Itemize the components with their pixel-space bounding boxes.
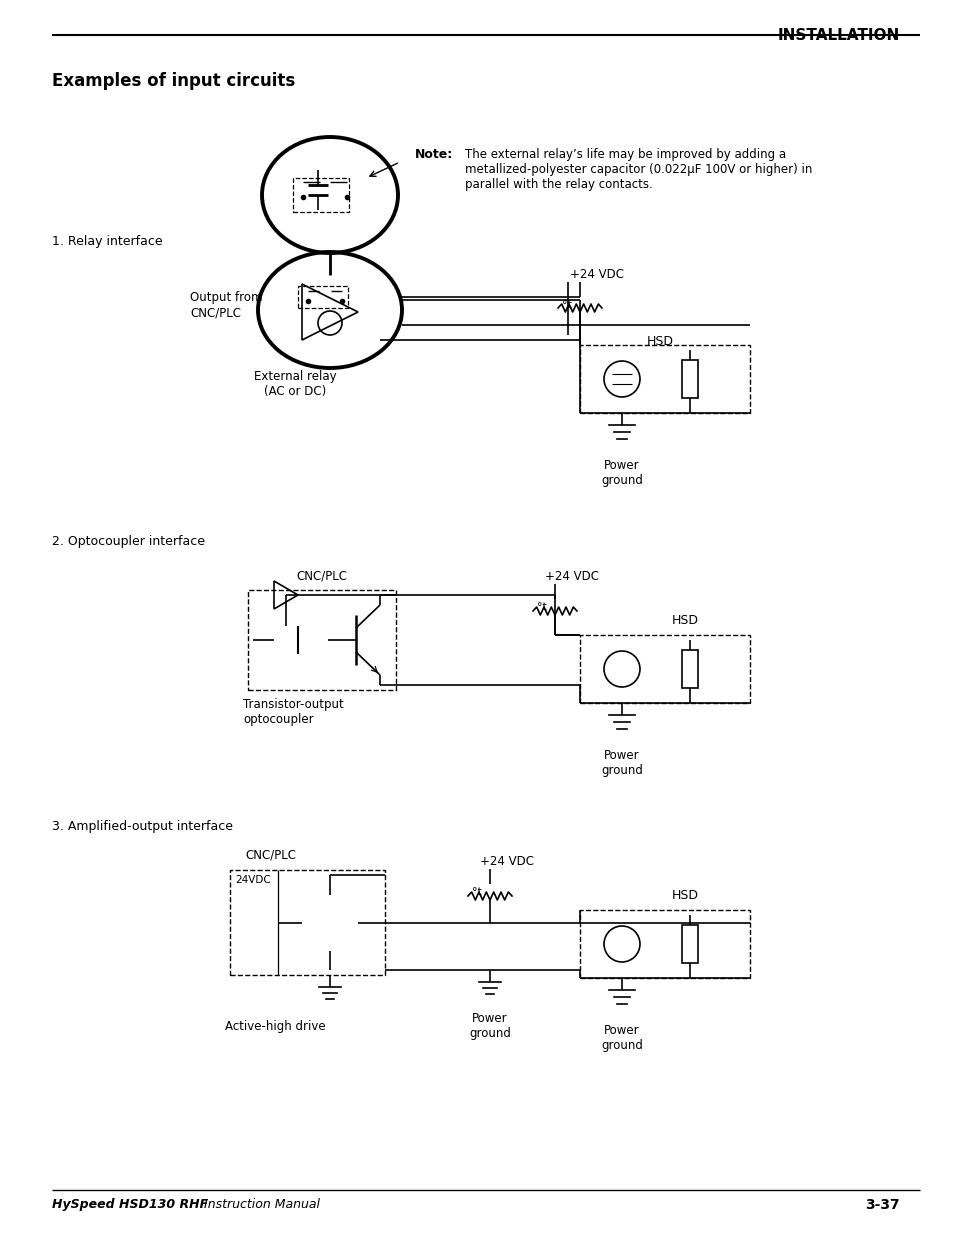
Text: °t: °t [561, 300, 571, 310]
Text: The external relay’s life may be improved by adding a
metallized-polyester capac: The external relay’s life may be improve… [464, 148, 812, 191]
Text: °t: °t [537, 601, 546, 613]
Bar [579, 910, 749, 978]
Text: Output from
CNC/PLC: Output from CNC/PLC [190, 291, 262, 319]
Text: HSD: HSD [671, 889, 698, 902]
Text: Power
ground: Power ground [600, 748, 642, 777]
Text: Power
ground: Power ground [600, 1024, 642, 1052]
Text: Transistor-output
optocoupler: Transistor-output optocoupler [243, 698, 343, 726]
Text: +24 VDC: +24 VDC [544, 571, 598, 583]
Text: 2. Optocoupler interface: 2. Optocoupler interface [52, 535, 205, 548]
Text: °t: °t [472, 887, 481, 897]
Text: 1. Relay interface: 1. Relay interface [52, 235, 162, 248]
Text: HySpeed HSD130 RHF: HySpeed HSD130 RHF [52, 1198, 208, 1212]
Bar [297, 287, 348, 308]
Text: 3-37: 3-37 [864, 1198, 899, 1212]
Text: HSD: HSD [646, 335, 673, 348]
Text: HSD: HSD [671, 614, 698, 627]
Text: Instruction Manual: Instruction Manual [200, 1198, 319, 1212]
Text: 3. Amplified-output interface: 3. Amplified-output interface [52, 820, 233, 832]
Bar [248, 590, 395, 690]
Text: Note:: Note: [415, 148, 453, 161]
Bar [681, 359, 698, 398]
Text: Power
ground: Power ground [600, 459, 642, 487]
Text: INSTALLATION: INSTALLATION [777, 28, 899, 43]
Text: CNC/PLC: CNC/PLC [296, 569, 347, 582]
Text: Active-high drive: Active-high drive [225, 1020, 325, 1032]
Bar [230, 869, 385, 974]
Text: CNC/PLC: CNC/PLC [245, 848, 295, 862]
Text: Power
ground: Power ground [469, 1011, 511, 1040]
Bar [681, 650, 698, 688]
Bar [579, 635, 749, 703]
Text: +24 VDC: +24 VDC [569, 268, 623, 282]
Bar [293, 178, 349, 212]
Text: +24 VDC: +24 VDC [479, 855, 534, 868]
Text: 24VDC: 24VDC [234, 876, 271, 885]
Bar [681, 925, 698, 963]
Bar [579, 345, 749, 412]
Text: External relay
(AC or DC): External relay (AC or DC) [253, 370, 336, 398]
Text: Examples of input circuits: Examples of input circuits [52, 72, 294, 90]
